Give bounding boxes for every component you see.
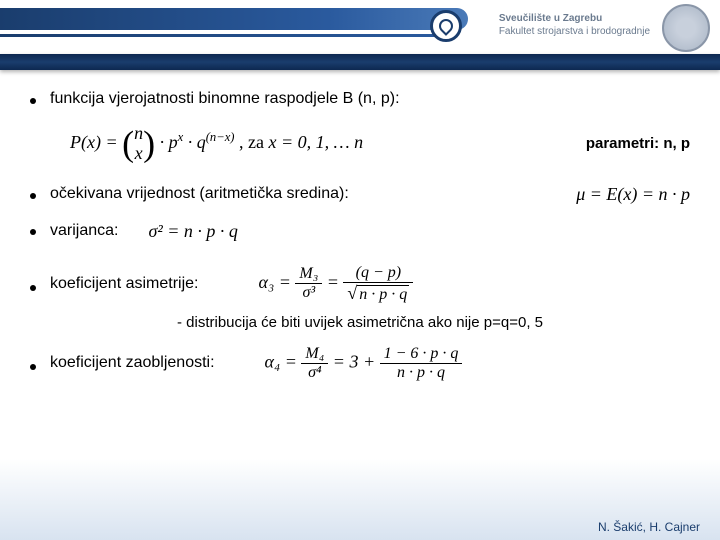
header-swoosh — [0, 8, 468, 30]
skew-den1: σ³ — [295, 284, 322, 302]
bullet-mean-text: očekivana vrijednost (aritmetička sredin… — [50, 185, 556, 203]
param-label: parametri: n, p — [586, 135, 690, 152]
bullet-dot-icon — [30, 98, 36, 104]
bullet-kurt: koeficijent zaobljenosti: α₄ = M₄σ⁴ = 3 … — [30, 345, 690, 382]
pmf-lhs: P(x) = — [70, 132, 118, 152]
kurt-den2: n · p · q — [380, 364, 463, 382]
bullet-dot-icon — [30, 364, 36, 370]
bullet-dot-icon — [30, 229, 36, 235]
formula-mean: μ = E(x) = n · p — [576, 184, 690, 205]
skew-num2: (q − p) — [343, 264, 413, 283]
university-name: Sveučilište u Zagrebu Fakultet strojarst… — [499, 12, 650, 38]
skew-num1: M₃ — [295, 265, 322, 284]
bullet-skew: koeficijent asimetrije: α₃ = M₃σ³ = (q −… — [30, 264, 690, 304]
formula-kurt: α₄ = M₄σ⁴ = 3 + 1 − 6 · p · qn · p · q — [265, 345, 463, 382]
formula-skew: α₃ = M₃σ³ = (q − p)√n · p · q — [259, 264, 414, 304]
binom-bot: x — [135, 143, 143, 163]
formula-variance: σ² = n · p · q — [148, 221, 237, 242]
kurt-eq: = 3 + — [333, 351, 375, 371]
skew-den2: n · p · q — [357, 285, 409, 304]
pmf-exp2: (n−x) — [206, 130, 235, 144]
kurt-num2: 1 − 6 · p · q — [380, 345, 463, 364]
university-line2: Fakultet strojarstva i brodogradnje — [499, 25, 650, 38]
kurt-lhs: α₄ = — [265, 351, 297, 371]
pmf-q: · q — [188, 132, 206, 152]
kurt-den1: σ⁴ — [301, 364, 328, 382]
formula-pmf-row: P(x) = (nx) · px · q(n−x) , za x = 0, 1,… — [70, 124, 690, 164]
header-swoosh-line — [0, 34, 446, 37]
pmf-exp1: x — [178, 130, 184, 144]
bullet-skew-text: koeficijent asimetrije: — [50, 275, 199, 293]
slide-header: Sveučilište u Zagrebu Fakultet strojarst… — [0, 0, 720, 60]
bullet-kurt-text: koeficijent zaobljenosti: — [50, 354, 215, 372]
pmf-domain: x = 0, 1, … n — [268, 132, 363, 152]
skew-note: - distribucija će biti uvijek asimetričn… — [30, 314, 690, 331]
slide-footer: N. Šakić, H. Cajner — [598, 520, 700, 534]
pmf-za: , za — [239, 132, 268, 152]
pmf-p: · p — [160, 132, 178, 152]
bullet-pmf: funkcija vjerojatnosti binomne raspodjel… — [30, 90, 690, 108]
bullet-pmf-text: funkcija vjerojatnosti binomne raspodjel… — [50, 90, 690, 108]
bullet-variance: varijanca: σ² = n · p · q — [30, 221, 690, 242]
slide-content: funkcija vjerojatnosti binomne raspodjel… — [0, 60, 720, 408]
bullet-variance-text: varijanca: — [50, 222, 118, 240]
binom-top: n — [134, 123, 143, 143]
university-seal-icon — [662, 4, 710, 52]
skew-eq: = — [327, 272, 339, 292]
bullet-dot-icon — [30, 285, 36, 291]
bullet-dot-icon — [30, 193, 36, 199]
skew-lhs: α₃ = — [259, 272, 291, 292]
fsb-logo-icon — [430, 10, 462, 42]
university-line1: Sveučilište u Zagrebu — [499, 12, 650, 25]
formula-pmf: P(x) = (nx) · px · q(n−x) , za x = 0, 1,… — [70, 124, 363, 164]
row-mean: očekivana vrijednost (aritmetička sredin… — [30, 184, 690, 205]
kurt-num1: M₄ — [301, 345, 328, 364]
